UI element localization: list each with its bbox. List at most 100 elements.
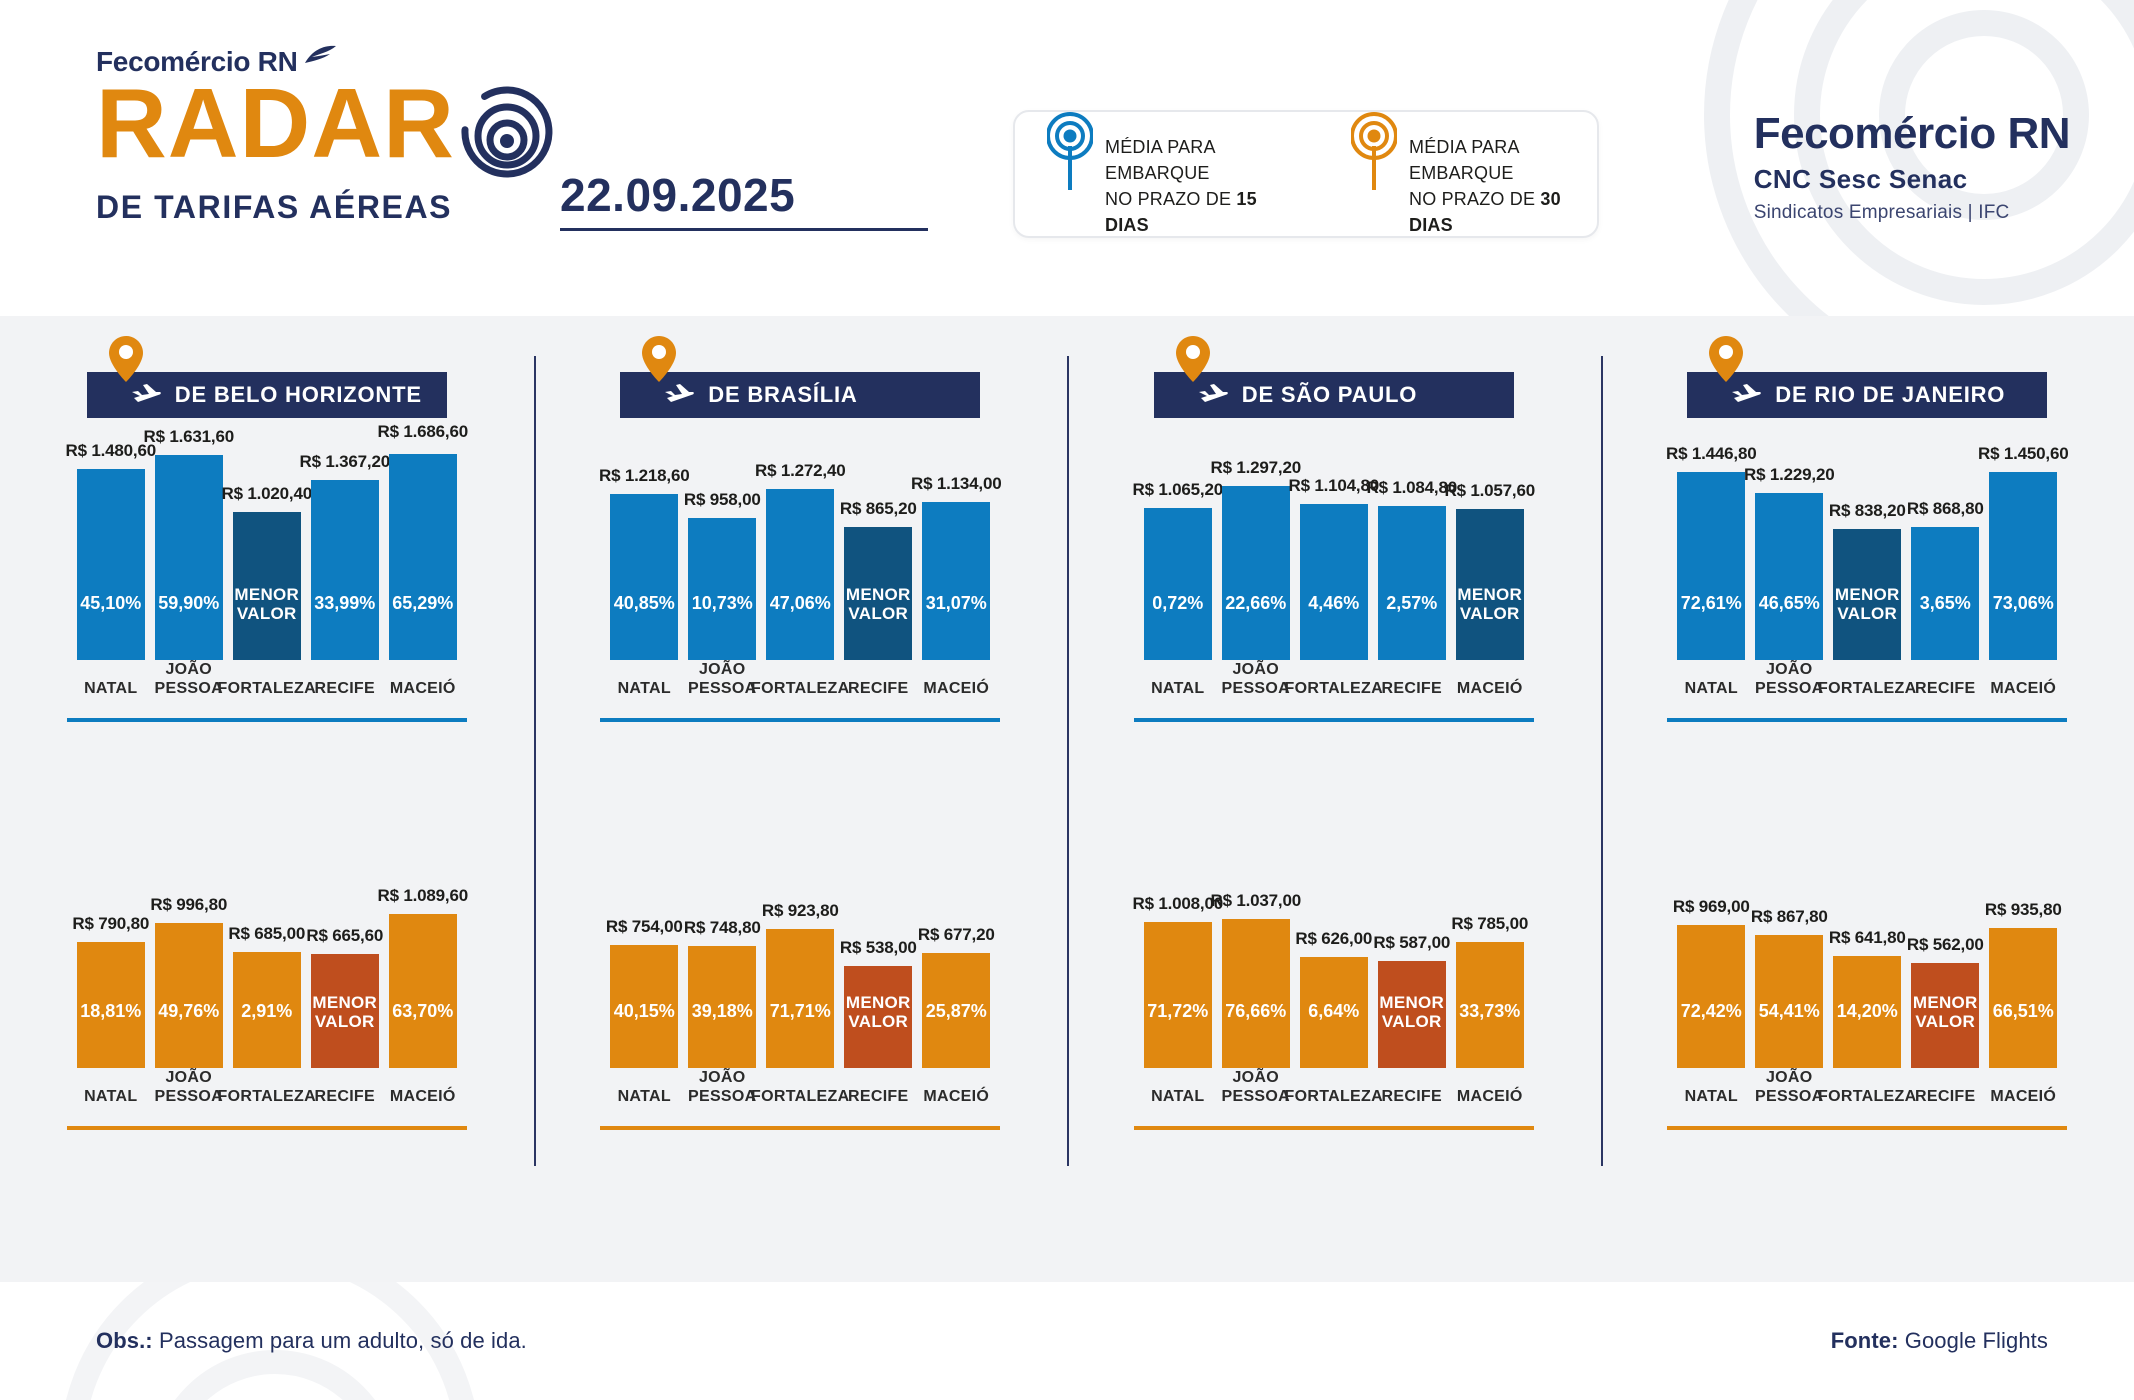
bar: 14,20% (1833, 956, 1902, 1068)
bar-percent-label: MENOR VALOR (1379, 992, 1445, 1032)
bar: 3,65% (1911, 527, 1980, 660)
logo-line1-text: Fecomércio RN (1753, 109, 2071, 158)
source-text: Google Flights (1898, 1328, 2048, 1353)
chart-plot-area: R$ 790,80 18,81% NATAL R$ 996,80 49,76% JOÃO P… (67, 862, 468, 1130)
bar-percent-label: MENOR VALOR (1457, 584, 1523, 624)
observation-label: Obs.: (96, 1328, 153, 1353)
bar-group: R$ 969,00 72,42% NATAL (1673, 862, 1750, 1130)
bar: 33,73% (1455, 942, 1524, 1068)
bar-group: R$ 1.134,00 31,07% MACEIÓ (911, 454, 1002, 722)
origin-title-bar[interactable]: DE RIO DE JANEIRO (1687, 372, 2048, 418)
bar-lowest-value: MENOR VALOR (1377, 961, 1446, 1068)
bar-group: R$ 1.037,00 76,66% JOÃO PESSOA (1211, 862, 1302, 1130)
bar-value-label: R$ 996,80 (150, 895, 228, 914)
bar-value-label: R$ 790,80 (72, 914, 150, 933)
bar-group: R$ 838,20 MENOR VALOR FORTALEZA (1818, 454, 1916, 722)
bar-category-label: FORTALEZA (217, 679, 316, 697)
bar: 40,85% (610, 494, 679, 660)
bar-category-label: MACEIÓ (923, 1087, 990, 1105)
origin-columns: DE BELO HORIZONTE R$ 1.480,60 45,10% NATAL R… (0, 316, 2134, 1282)
bar: 45,10% (76, 469, 145, 660)
charts-body: DE BELO HORIZONTE R$ 1.480,60 45,10% NATAL R… (0, 316, 2134, 1282)
location-pin-icon (1175, 336, 1210, 382)
origin-title-bar[interactable]: DE BRASÍLIA (620, 372, 981, 418)
chart-baseline (1133, 718, 1534, 722)
bar-value-label: R$ 1.446,80 (1666, 444, 1757, 463)
bar-group: R$ 1.065,20 0,72% NATAL (1133, 454, 1224, 722)
bar-value-label: R$ 838,20 (1828, 501, 1906, 520)
bar: 40,15% (610, 945, 679, 1068)
bar-group: R$ 996,80 49,76% JOÃO PESSOA (150, 862, 227, 1130)
report-date: 22.09.2025 (560, 169, 796, 221)
radar-pin-orange-icon (1350, 110, 1398, 199)
bar-chart-30-dias: R$ 790,80 18,81% NATAL R$ 996,80 49,76% JOÃO P… (0, 862, 534, 1192)
date-underline (560, 228, 928, 231)
bar-value-label: R$ 1.218,60 (599, 466, 690, 485)
radar-target-icon (459, 84, 555, 185)
bar-percent-label: MENOR VALOR (845, 992, 911, 1032)
radar-pin-blue-icon (1046, 110, 1094, 199)
bar-category-label: NATAL (1151, 1087, 1205, 1105)
bar-category-label: FORTALEZA (751, 1087, 850, 1105)
bar-category-label: JOÃO PESSOA (1755, 1068, 1824, 1105)
logo-fecomercio-rn: Fecomércio RN (1753, 109, 2071, 158)
bar: 66,51% (1989, 928, 2058, 1068)
bar-chart-15-dias: R$ 1.446,80 72,61% NATAL R$ 1.229,20 46,65% J… (1601, 444, 2134, 784)
origin-title-label: DE SÃO PAULO (1241, 382, 1418, 407)
bar-value-label: R$ 1.272,40 (755, 461, 846, 480)
bar-group: R$ 867,80 54,41% JOÃO PESSOA (1751, 862, 1828, 1130)
bar-percent-label: 6,64% (1308, 1001, 1360, 1022)
bar-percent-label: 4,46% (1308, 593, 1360, 614)
bar-value-label: R$ 1.631,60 (143, 427, 235, 446)
bar-lowest-value: MENOR VALOR (310, 954, 379, 1068)
bar-chart-15-dias: R$ 1.218,60 40,85% NATAL R$ 958,00 10,73% JOÃ… (534, 454, 1068, 784)
bar-percent-label: 40,85% (613, 593, 675, 614)
bar-percent-label: 76,66% (1225, 1001, 1287, 1022)
bar: 25,87% (922, 953, 991, 1068)
bar-percent-label: 0,72% (1152, 593, 1204, 614)
bar-group: R$ 785,00 33,73% MACEIÓ (1451, 862, 1528, 1130)
bar-percent-label: 47,06% (769, 593, 831, 614)
bar-group: R$ 1.446,80 72,61% NATAL (1666, 444, 1757, 722)
origin-title-bar[interactable]: DE SÃO PAULO (1153, 372, 1514, 418)
bar-group: R$ 865,20 MENOR VALOR RECIFE (840, 454, 917, 722)
bar-category-label: MACEIÓ (923, 679, 990, 697)
bar-category-label: NATAL (1684, 679, 1738, 697)
bar: 4,46% (1299, 504, 1368, 660)
bar-chart-15-dias: R$ 1.480,60 45,10% NATAL R$ 1.631,60 59,90% J… (0, 422, 534, 784)
bar-chart-30-dias: R$ 754,00 40,15% NATAL R$ 748,80 39,18% JOÃO P… (534, 862, 1068, 1192)
bar-category-label: NATAL (84, 679, 138, 697)
legend-line1-15: MÉDIA PARA EMBARQUE (1105, 136, 1215, 183)
bar-value-label: R$ 677,20 (917, 925, 995, 944)
bar-category-label: MACEIÓ (1990, 1087, 2057, 1105)
logo-sindicatos-ifc: Sindicatos Empresariais | IFC (1753, 202, 2010, 223)
bar: 39,18% (688, 946, 757, 1068)
bar-percent-label: 73,06% (1992, 593, 2054, 614)
bar-group: R$ 754,00 40,15% NATAL (606, 862, 683, 1130)
bar-category-label: RECIFE (314, 1087, 375, 1105)
bar-value-label: R$ 969,00 (1672, 897, 1750, 916)
bar-group: R$ 1.229,20 46,65% JOÃO PESSOA (1744, 454, 1835, 722)
bar-value-label: R$ 1.450,60 (1978, 444, 2069, 463)
bar-group: R$ 641,80 14,20% FORTALEZA (1818, 862, 1916, 1130)
bar: 6,64% (1299, 957, 1368, 1068)
bar-value-label: R$ 958,00 (683, 490, 761, 509)
bar-value-label: R$ 1.297,20 (1210, 458, 1302, 477)
bar: 33,99% (310, 480, 379, 660)
radar-subtitle: DE TARIFAS AÉREAS (96, 189, 453, 225)
bar-category-label: FORTALEZA (1284, 679, 1383, 697)
bar-percent-label: 66,51% (1992, 1001, 2054, 1022)
bar-lowest-value: MENOR VALOR (232, 512, 301, 660)
bar-group: R$ 958,00 10,73% JOÃO PESSOA (684, 454, 761, 722)
chart-baseline (1667, 1126, 2068, 1130)
bar-value-label: R$ 562,00 (1906, 935, 1984, 954)
bar-group: R$ 538,00 MENOR VALOR RECIFE (840, 862, 917, 1130)
bar-category-label: FORTALEZA (217, 1087, 316, 1105)
bar: 46,65% (1755, 493, 1824, 660)
legend-label-15-dias: MÉDIA PARA EMBARQUE NO PRAZO DE 15 DIAS (1105, 110, 1293, 238)
origin-title-bar[interactable]: DE BELO HORIZONTE (86, 372, 447, 418)
bar-group: R$ 1.020,40 MENOR VALOR FORTALEZA (218, 454, 316, 722)
bar: 49,76% (154, 923, 223, 1068)
bar-value-label: R$ 1.104,80 (1288, 476, 1380, 495)
